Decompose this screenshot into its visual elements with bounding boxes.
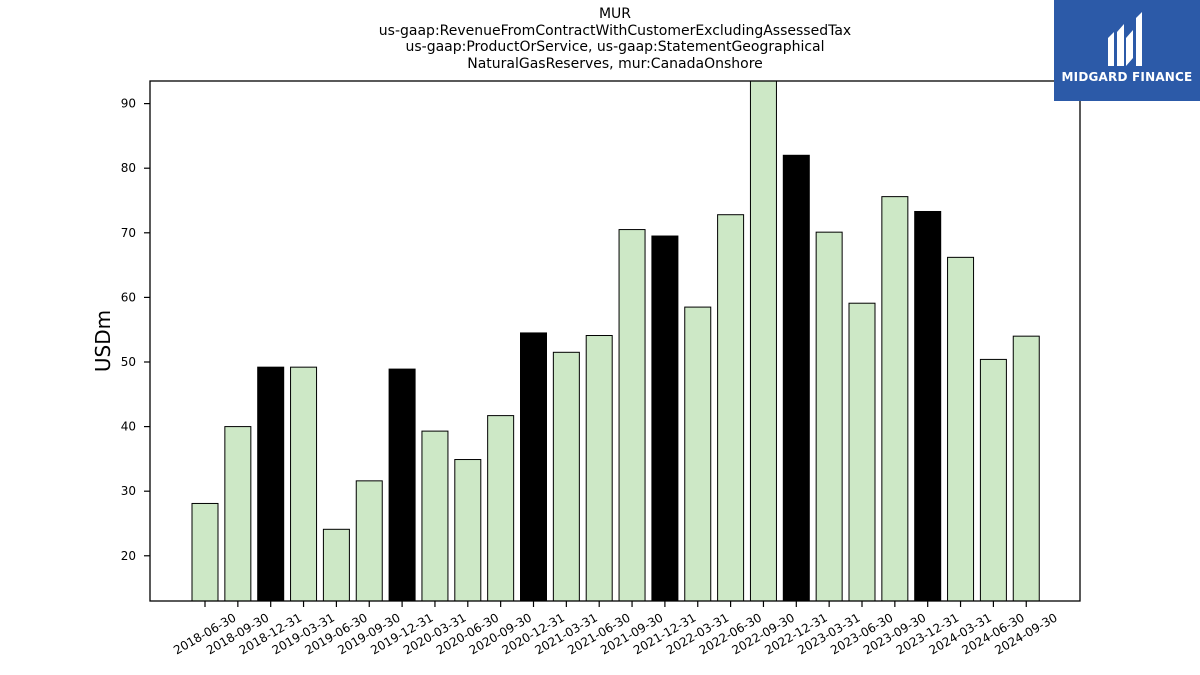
y-tick-label-30: 30 bbox=[121, 484, 136, 498]
bar-2020-12-31 bbox=[520, 332, 547, 602]
chart-title-line-1: MUR bbox=[598, 6, 632, 22]
logo-text: MIDGARD FINANCE bbox=[1061, 70, 1193, 84]
y-tick-label-90: 90 bbox=[121, 97, 136, 111]
bar-2018-06-30 bbox=[191, 502, 219, 602]
bar-2022-09-30 bbox=[749, 80, 777, 602]
bar-2024-09-30 bbox=[1012, 335, 1040, 602]
bar-2023-12-31 bbox=[914, 210, 942, 602]
bar-2023-09-30 bbox=[881, 196, 909, 602]
y-tick-label-80: 80 bbox=[121, 161, 136, 175]
bar-2022-12-31 bbox=[782, 154, 810, 602]
midgard-finance-logo: MIDGARD FINANCE bbox=[1054, 0, 1200, 101]
y-tick-label-20: 20 bbox=[121, 549, 136, 563]
bar-2021-06-30 bbox=[585, 335, 613, 602]
bar-2023-06-30 bbox=[848, 302, 876, 602]
plot-frame bbox=[149, 80, 1081, 602]
bar-2024-03-31 bbox=[947, 256, 975, 602]
bar-2021-03-31 bbox=[552, 351, 580, 602]
bar-2021-12-31 bbox=[651, 235, 679, 602]
bar-2022-06-30 bbox=[717, 214, 745, 602]
bar-2020-09-30 bbox=[487, 415, 515, 602]
bar-2019-03-31 bbox=[290, 366, 318, 602]
chart-title-line-3: us-gaap:ProductOrService, us-gaap:Statem… bbox=[405, 39, 825, 55]
chart-title-line-4: NaturalGasReserves, mur:CanadaOnshore bbox=[467, 55, 763, 72]
chart-title: MUR us-gaap:RevenueFromContractWithCusto… bbox=[0, 6, 1200, 72]
chart-title-line-2: us-gaap:RevenueFromContractWithCustomerE… bbox=[378, 22, 852, 39]
bar-2020-06-30 bbox=[454, 459, 482, 602]
y-tick-label-60: 60 bbox=[121, 290, 136, 304]
y-tick-label-50: 50 bbox=[121, 355, 136, 369]
y-tick-label-40: 40 bbox=[121, 420, 136, 434]
y-tick-label-70: 70 bbox=[121, 226, 136, 240]
bar-2021-09-30 bbox=[618, 229, 646, 602]
y-axis-label: USDm bbox=[91, 310, 115, 372]
bar-2019-12-31 bbox=[388, 368, 416, 602]
bar-2019-06-30 bbox=[322, 528, 350, 602]
bar-2020-03-31 bbox=[421, 430, 449, 602]
bar-2019-09-30 bbox=[355, 480, 383, 602]
bar-2023-03-31 bbox=[815, 231, 843, 602]
logo-mark-icon bbox=[1108, 12, 1142, 66]
bar-2018-12-31 bbox=[257, 366, 285, 602]
bar-2022-03-31 bbox=[684, 306, 712, 602]
bar-2018-09-30 bbox=[224, 426, 252, 602]
bar-2024-06-30 bbox=[979, 358, 1007, 602]
